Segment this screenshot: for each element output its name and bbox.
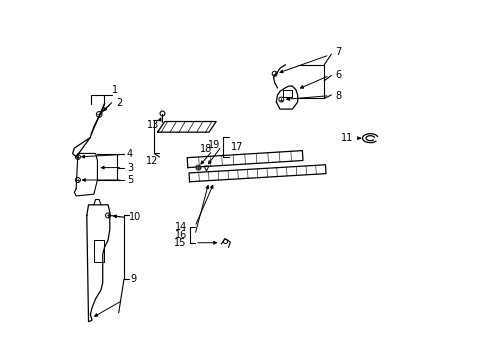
Text: 10: 10 [129,212,141,222]
Text: 8: 8 [334,91,340,101]
Text: 18: 18 [199,144,211,154]
Text: 5: 5 [126,175,133,185]
Text: 6: 6 [334,71,340,80]
Text: 2: 2 [116,98,122,108]
Text: 11: 11 [341,133,353,143]
Text: 16: 16 [174,230,186,240]
Text: 1: 1 [112,85,118,95]
Text: 3: 3 [126,163,133,172]
Text: 12: 12 [146,156,159,166]
Text: 14: 14 [174,222,186,232]
Text: 9: 9 [130,274,136,284]
Text: 4: 4 [126,149,133,159]
Text: 17: 17 [230,142,243,152]
Text: 13: 13 [146,120,159,130]
Text: 15: 15 [174,238,186,248]
Text: 19: 19 [208,140,220,149]
Text: 7: 7 [334,48,341,57]
